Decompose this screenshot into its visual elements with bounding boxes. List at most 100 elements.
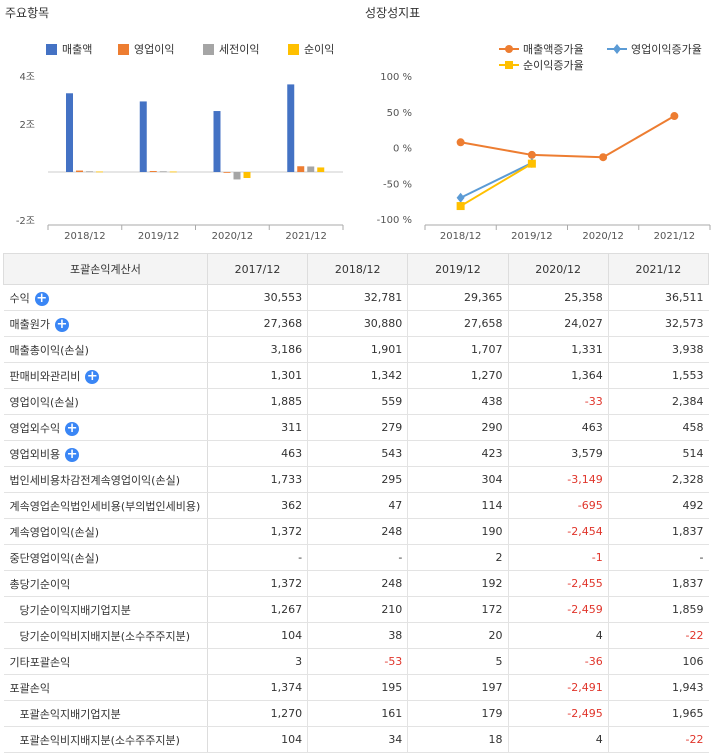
line-legend-item[interactable]: 영업이익증가율 bbox=[607, 41, 702, 57]
bar-x-tick-label: 2018/12 bbox=[64, 231, 106, 242]
expand-plus-icon[interactable]: + bbox=[34, 290, 49, 306]
table-row: 계속영업이익(손실) 1,372 248 190 -2,454 1,837 bbox=[3, 518, 709, 545]
bar-순이익 bbox=[317, 167, 325, 172]
line-legend-item[interactable]: 매출액증가율 bbox=[499, 41, 584, 57]
table-cell-value: -2,459 bbox=[508, 596, 609, 623]
table-cell-value: 1,270 bbox=[207, 700, 309, 727]
row-label-text: 계속영업손익법인세비용(부의법인세비용) bbox=[9, 499, 201, 513]
table-cell-value: 248 bbox=[307, 518, 409, 545]
point-매출액증가율 bbox=[670, 112, 679, 121]
bar-세전이익 bbox=[86, 171, 93, 173]
table-row: 법인세비용차감전계속영업이익(손실) 1,733 295 304 -3,149 2,328 bbox=[3, 466, 709, 493]
bar-매출액 bbox=[139, 101, 147, 172]
table-cell-value: 1,270 bbox=[407, 362, 509, 389]
point-순이익증가율 bbox=[456, 202, 465, 211]
table-cell-value: 279 bbox=[307, 414, 409, 441]
legend-swatch bbox=[203, 43, 214, 55]
table-cell-value: 423 bbox=[407, 440, 509, 467]
table-cell-value: - bbox=[608, 544, 709, 571]
table-row: 포괄손익지배기업지분 1,270 161 179 -2,495 1,965 bbox=[3, 700, 709, 727]
expand-plus-icon[interactable]: + bbox=[65, 420, 80, 436]
row-label: 총당기순이익 bbox=[3, 570, 208, 597]
bar-y-tick-label: -2조 bbox=[16, 216, 35, 227]
table-cell-value: 27,658 bbox=[407, 310, 509, 337]
bar-x-tick-label: 2020/12 bbox=[212, 231, 254, 242]
table-cell-value: 30,553 bbox=[207, 284, 309, 311]
table-cell-value: 3 bbox=[207, 648, 309, 675]
bar-세전이익 bbox=[159, 171, 167, 173]
point-매출액증가율 bbox=[456, 138, 465, 147]
table-cell-value: -22 bbox=[608, 726, 709, 753]
table-row: 영업외수익 +311 279 290 463 458 bbox=[3, 414, 709, 441]
bar-매출액 bbox=[213, 111, 221, 172]
bar-매출액 bbox=[287, 84, 295, 172]
table-header-year: 2021/12 bbox=[607, 253, 710, 285]
table-cell-value: 1,943 bbox=[608, 674, 709, 701]
table-row: 중단영업이익(손실) - -2 -1- bbox=[3, 544, 709, 571]
table-cell-value: 104 bbox=[207, 726, 309, 753]
left-panel-title: 주요항목 bbox=[5, 6, 50, 20]
table-cell-value: -695 bbox=[508, 492, 609, 519]
table-cell-value: 5 bbox=[407, 648, 509, 675]
table-cell-value: 514 bbox=[608, 440, 709, 467]
row-label: 판매비와관리비 + bbox=[3, 362, 208, 389]
line-x-tick-label: 2019/12 bbox=[511, 231, 553, 242]
table-cell-value: 192 bbox=[407, 570, 509, 597]
bar-legend-item[interactable]: 영업이익 bbox=[118, 41, 174, 57]
table-cell-value: 362 bbox=[207, 492, 309, 519]
row-label-text: 법인세비용차감전계속영업이익(손실) bbox=[9, 473, 181, 487]
line-영업이익증가율 bbox=[460, 162, 533, 199]
table-cell-value: 1,707 bbox=[407, 336, 509, 363]
bar-y-tick-label: 4조 bbox=[19, 72, 35, 83]
table-row: 계속영업손익법인세비용(부의법인세비용) 362 47 114 -695 492 bbox=[3, 492, 709, 519]
line-x-tick-label: 2018/12 bbox=[440, 231, 482, 242]
legend-label: 순이익 bbox=[304, 43, 335, 56]
bar-영업이익 bbox=[297, 166, 305, 172]
legend-swatch bbox=[118, 43, 129, 55]
table-cell-value: 1,553 bbox=[608, 362, 709, 389]
expand-plus-icon[interactable]: + bbox=[54, 316, 69, 332]
table-header-row: 포괄손익계산서 2017/12 2018/12 2019/12 2020/12 2021/… bbox=[3, 253, 710, 285]
expand-plus-icon[interactable]: + bbox=[65, 446, 80, 462]
table-cell-value: 4 bbox=[508, 622, 609, 649]
row-label-text: 기타포괄손익 bbox=[9, 655, 71, 669]
bar-legend-item[interactable]: 세전이익 bbox=[203, 41, 259, 57]
table-cell-value: 2,384 bbox=[608, 388, 709, 415]
table-row: 포괄손익비지배지분(소수주주지분) 104 34 18 4 -22 bbox=[3, 726, 709, 753]
row-label-text: 총당기순이익 bbox=[9, 577, 71, 591]
table-cell-value: 179 bbox=[407, 700, 509, 727]
table-cell-value: 438 bbox=[407, 388, 509, 415]
table-cell-value: 463 bbox=[207, 440, 309, 467]
row-label-text: 영업외수익 bbox=[9, 421, 61, 435]
table-header-title: 포괄손익계산서 bbox=[3, 253, 208, 285]
table-cell-value: -2,495 bbox=[508, 700, 609, 727]
bar-순이익 bbox=[243, 172, 251, 178]
table-cell-value: 30,880 bbox=[307, 310, 409, 337]
table-cell-value: 1,342 bbox=[307, 362, 409, 389]
bar-chart: 4조 2조 -2조 2018/12 2019/12 2020/12 2021/12 bbox=[16, 72, 344, 242]
table-header-year: 2018/12 bbox=[307, 253, 409, 285]
table-cell-value: 458 bbox=[608, 414, 709, 441]
bar-세전이익 bbox=[307, 166, 315, 172]
bar-legend-item[interactable]: 순이익 bbox=[288, 41, 334, 57]
table-cell-value: -22 bbox=[608, 622, 709, 649]
table-row: 기타포괄손익 3 -53 5 -36 106 bbox=[3, 648, 709, 675]
line-x-tick-label: 2021/12 bbox=[654, 231, 696, 242]
table-cell-value: -53 bbox=[307, 648, 409, 675]
line-legend-item[interactable]: 순이익증가율 bbox=[499, 57, 584, 73]
row-label-text: 수익 bbox=[9, 291, 30, 305]
table-cell-value: -3,149 bbox=[508, 466, 609, 493]
table-cell-value: -1 bbox=[508, 544, 609, 571]
table-row: 총당기순이익 1,372 248 192 -2,455 1,837 bbox=[3, 570, 709, 597]
table-row: 판매비와관리비 +1,301 1,342 1,270 1,364 1,553 bbox=[3, 362, 709, 389]
line-매출액증가율 bbox=[460, 115, 675, 159]
table-row: 당기순이익지배기업지분 1,267 210 172 -2,459 1,859 bbox=[3, 596, 709, 623]
row-label: 영업외비용 + bbox=[3, 440, 208, 467]
table-cell-value: 559 bbox=[307, 388, 409, 415]
table-cell-value: 114 bbox=[407, 492, 509, 519]
bar-legend-item[interactable]: 매출액 bbox=[46, 41, 92, 57]
table-cell-value: 492 bbox=[608, 492, 709, 519]
table-cell-value: 32,781 bbox=[307, 284, 409, 311]
expand-plus-icon[interactable]: + bbox=[85, 368, 100, 384]
line-y-tick-label: 0 % bbox=[393, 144, 412, 155]
